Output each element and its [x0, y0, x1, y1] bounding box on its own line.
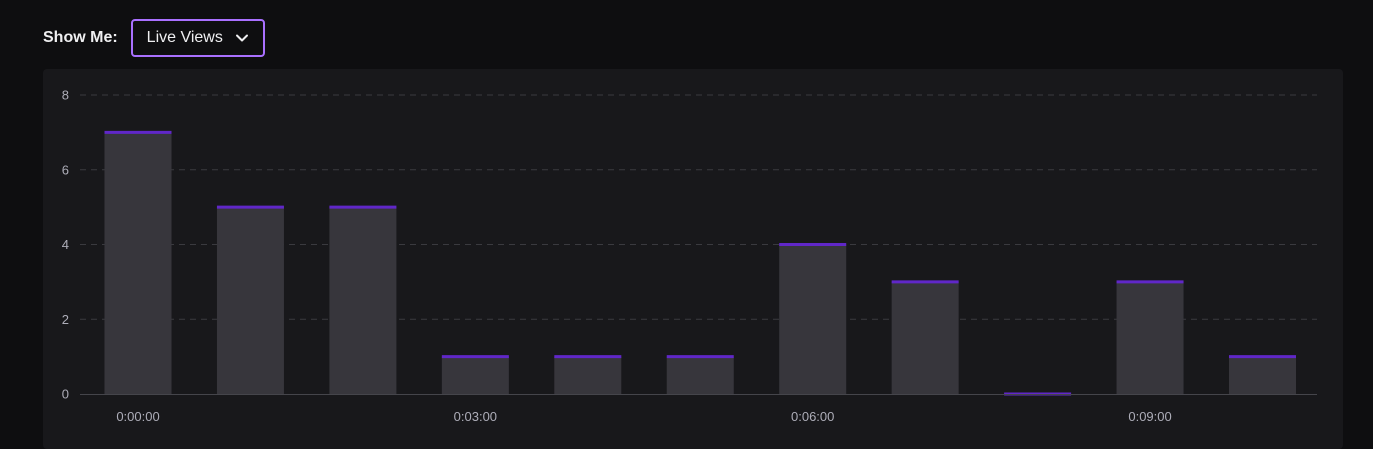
bar-cap: [666, 355, 734, 359]
chart-panel: 0 2 4 6 8 0:00:00 0:03:00 0:06:00 0:09:00: [43, 69, 1343, 449]
chevron-down-icon: [235, 34, 248, 42]
bar: [104, 132, 172, 394]
bar-cap: [216, 205, 284, 209]
bar-cap: [1116, 280, 1184, 284]
bar: [1116, 281, 1184, 394]
bar-cap: [1229, 355, 1296, 359]
toolbar: Show Me: Live Views: [43, 19, 265, 57]
bar-cap: [891, 280, 959, 284]
bar: [1229, 356, 1296, 394]
bar-cap: [441, 355, 509, 359]
metric-dropdown[interactable]: Live Views: [130, 19, 265, 57]
x-tick-label: 0:09:00: [1128, 409, 1171, 424]
bar: [891, 281, 959, 394]
bar: [329, 207, 397, 394]
metric-dropdown-value: Live Views: [146, 29, 223, 46]
y-tick-label: 6: [62, 162, 69, 177]
bar: [779, 244, 847, 394]
x-tick-label: 0:00:00: [116, 409, 159, 424]
y-tick-label: 0: [62, 387, 69, 402]
bar: [666, 356, 734, 394]
y-tick-label: 8: [62, 88, 69, 103]
x-tick-label: 0:06:00: [791, 409, 834, 424]
bar-cap: [104, 130, 172, 134]
bar-cap: [329, 205, 397, 209]
bar-cap: [554, 355, 622, 359]
y-tick-label: 4: [62, 237, 69, 252]
bar: [554, 356, 622, 394]
show-me-label: Show Me:: [43, 29, 118, 46]
live-views-bar-chart: 0 2 4 6 8 0:00:00 0:03:00 0:06:00 0:09:00: [62, 88, 1317, 424]
x-tick-label: 0:03:00: [454, 409, 497, 424]
bar-cap: [779, 243, 847, 246]
y-tick-label: 2: [62, 312, 69, 327]
bar: [216, 207, 284, 394]
bar: [441, 356, 509, 394]
